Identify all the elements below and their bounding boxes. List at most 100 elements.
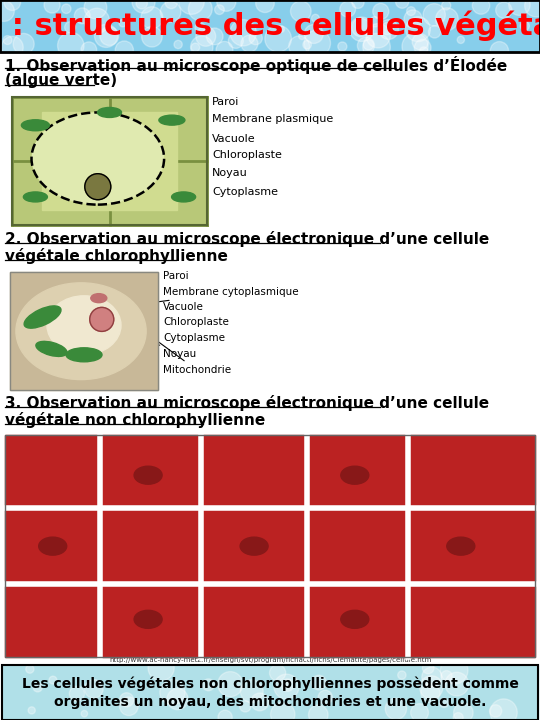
Text: Vacuole: Vacuole (258, 540, 380, 579)
Circle shape (141, 6, 163, 29)
Bar (12, 97, 207, 225)
Text: 2. Observation au microscope électronique d’une cellule: 2. Observation au microscope électroniqu… (5, 231, 489, 247)
Circle shape (410, 703, 428, 720)
Circle shape (214, 5, 224, 14)
Circle shape (490, 699, 517, 720)
Ellipse shape (159, 115, 185, 125)
Circle shape (312, 675, 326, 690)
Bar (12, 97, 207, 225)
Circle shape (44, 0, 60, 13)
Text: Membrane cytoplasmique: Membrane cytoplasmique (46, 287, 299, 318)
Circle shape (265, 25, 292, 52)
Circle shape (148, 654, 174, 681)
Circle shape (303, 40, 312, 49)
Circle shape (436, 8, 458, 30)
Circle shape (340, 1, 355, 17)
Text: Membrane plasmique: Membrane plasmique (311, 580, 462, 608)
Circle shape (338, 42, 347, 51)
Circle shape (496, 2, 512, 18)
Circle shape (366, 24, 390, 48)
Circle shape (228, 33, 244, 48)
Circle shape (363, 40, 374, 50)
Circle shape (490, 42, 509, 60)
Circle shape (179, 0, 204, 14)
Text: Membrane plasmique: Membrane plasmique (113, 114, 333, 124)
Text: végétale non chlorophyllienne: végétale non chlorophyllienne (5, 413, 265, 428)
Ellipse shape (240, 537, 268, 555)
Circle shape (453, 713, 463, 720)
Circle shape (26, 665, 34, 673)
Circle shape (509, 0, 530, 15)
Circle shape (379, 19, 399, 40)
Ellipse shape (341, 467, 369, 485)
Circle shape (281, 679, 294, 691)
Circle shape (84, 8, 110, 33)
Ellipse shape (39, 537, 67, 555)
Bar (5, 436, 535, 657)
Circle shape (1, 37, 23, 58)
Ellipse shape (23, 192, 48, 202)
Text: Noyau: Noyau (102, 168, 248, 188)
Circle shape (84, 0, 107, 19)
Circle shape (141, 27, 162, 47)
Circle shape (525, 0, 540, 17)
Circle shape (402, 33, 428, 60)
Bar (5, 436, 535, 657)
Text: Cytoplasme: Cytoplasme (258, 456, 404, 485)
Circle shape (454, 703, 473, 720)
Bar (42, 112, 177, 210)
Circle shape (318, 690, 333, 704)
Text: végétale chlorophyllienne: végétale chlorophyllienne (5, 248, 228, 264)
Circle shape (472, 0, 490, 14)
Bar (2, 665, 538, 720)
Circle shape (420, 676, 443, 699)
Ellipse shape (31, 112, 164, 204)
Ellipse shape (341, 611, 369, 629)
Circle shape (269, 665, 286, 681)
Circle shape (520, 22, 529, 30)
Circle shape (397, 671, 406, 679)
Ellipse shape (134, 611, 162, 629)
Circle shape (165, 0, 178, 9)
Bar (0, 0, 540, 52)
Text: Chloroplaste: Chloroplaste (62, 318, 229, 346)
Circle shape (441, 657, 468, 684)
Circle shape (381, 22, 393, 35)
Circle shape (132, 0, 155, 13)
Circle shape (373, 4, 389, 19)
Text: Noyau: Noyau (105, 321, 196, 359)
Circle shape (58, 32, 84, 59)
Circle shape (352, 18, 370, 37)
Circle shape (349, 17, 374, 42)
Circle shape (28, 707, 35, 714)
Circle shape (218, 710, 232, 720)
Circle shape (421, 683, 440, 703)
Circle shape (160, 680, 185, 705)
Circle shape (120, 697, 138, 716)
Circle shape (196, 27, 215, 46)
Ellipse shape (36, 341, 67, 356)
Text: Les cellules végétales non chlorophylliennes possèdent comme
organites un noyau,: Les cellules végétales non chlorophyllie… (22, 676, 518, 709)
Ellipse shape (22, 120, 49, 131)
Circle shape (440, 698, 449, 708)
Circle shape (191, 36, 213, 58)
Circle shape (94, 24, 118, 48)
Circle shape (119, 19, 126, 27)
Circle shape (406, 17, 430, 42)
Ellipse shape (134, 467, 162, 485)
Circle shape (251, 693, 269, 711)
Text: Paroi: Paroi (113, 97, 239, 107)
Circle shape (396, 0, 409, 8)
Circle shape (75, 8, 90, 24)
Circle shape (33, 683, 42, 692)
Circle shape (289, 36, 309, 57)
Bar (10, 272, 158, 390)
Circle shape (457, 36, 464, 43)
Text: Vacuole: Vacuole (98, 134, 255, 150)
Circle shape (357, 37, 375, 54)
Circle shape (308, 705, 328, 720)
Circle shape (13, 33, 34, 55)
Circle shape (3, 35, 12, 45)
Text: 3. Observation au microscope électronique d’une cellule: 3. Observation au microscope électroniqu… (5, 395, 489, 411)
Circle shape (69, 686, 84, 701)
